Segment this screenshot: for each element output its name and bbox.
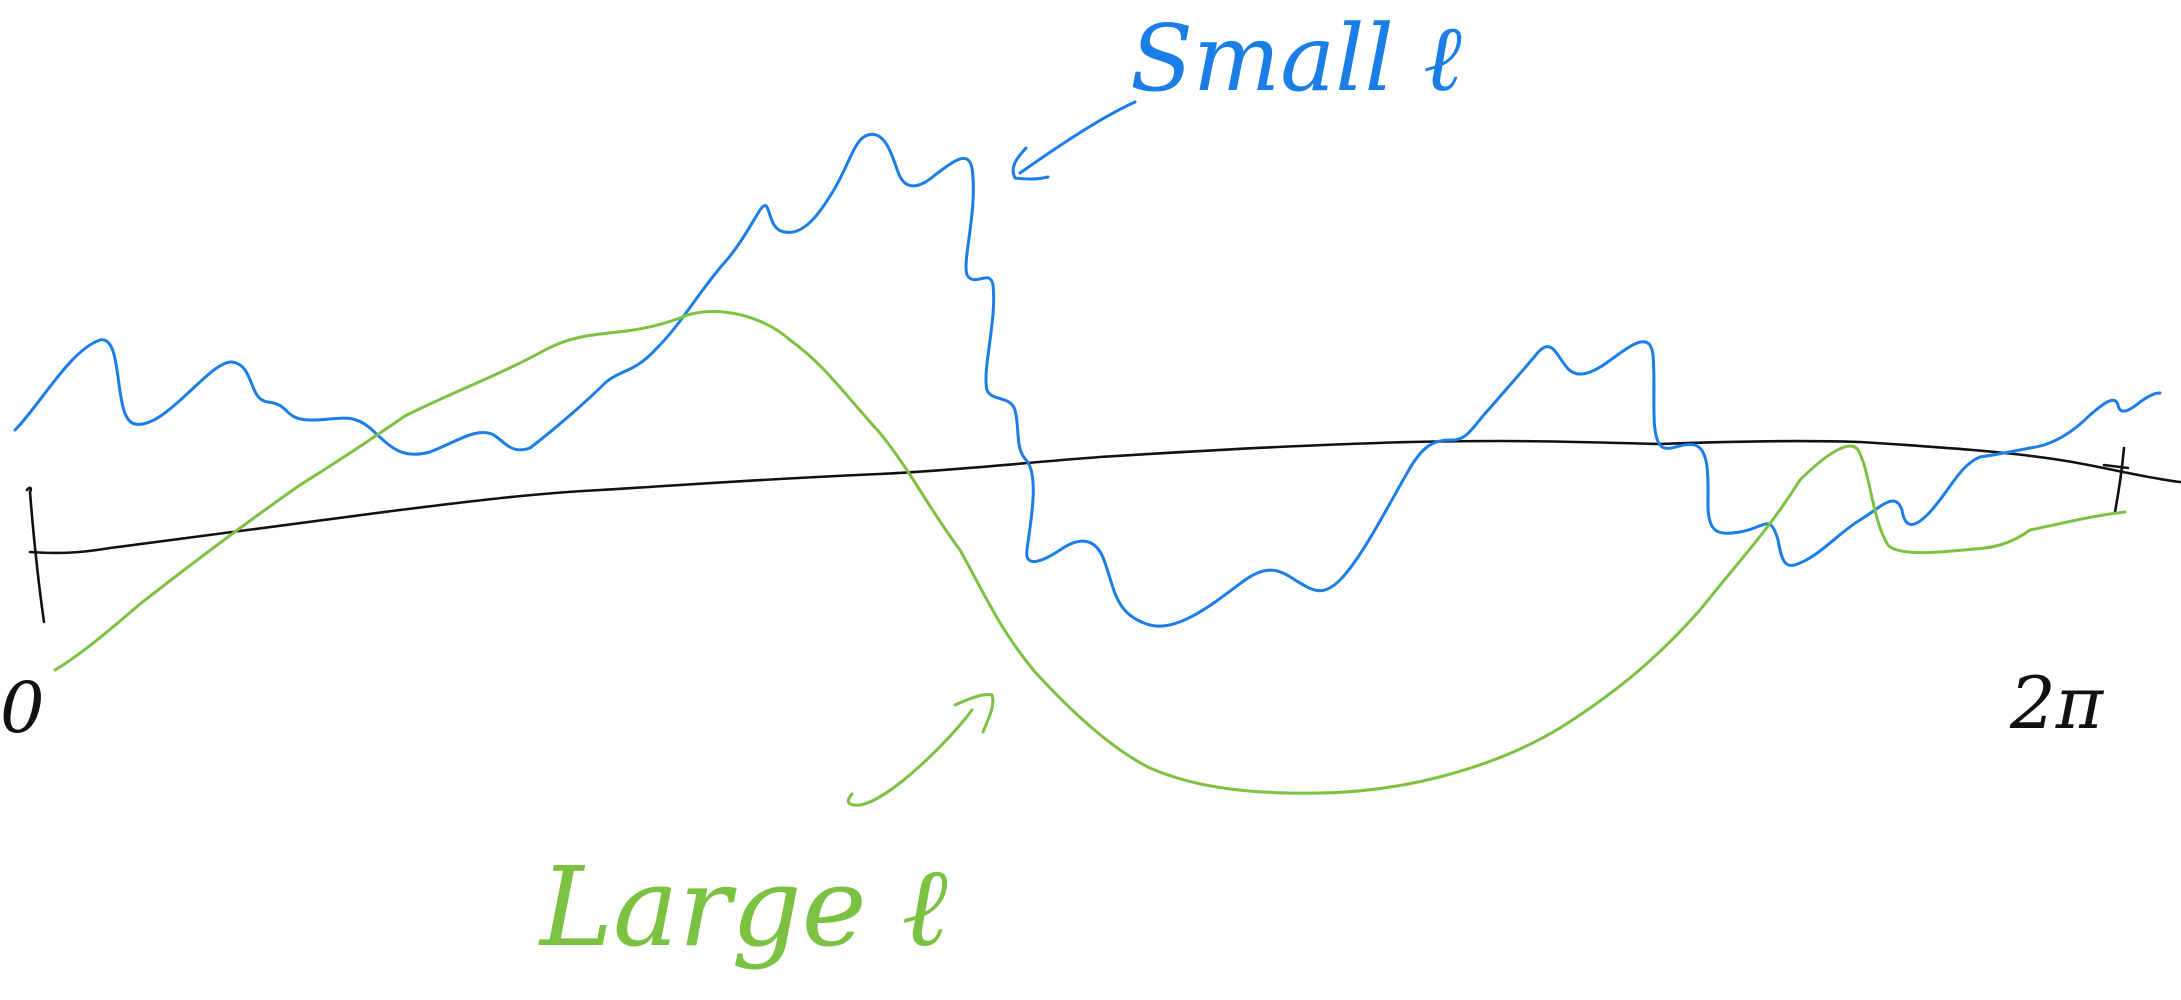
small-ell-label: Small ℓ — [1130, 5, 1462, 112]
large-ell-arrow — [846, 693, 995, 807]
start-label: 0 — [0, 667, 45, 749]
small-ell-arrow — [1011, 100, 1137, 181]
right-tick — [2102, 446, 2130, 514]
left-tick — [25, 486, 46, 624]
large-ell-curve — [53, 309, 2127, 795]
large-ell-label: Large ℓ — [538, 843, 948, 971]
small-ell-curve — [13, 132, 2162, 628]
baseline-curve — [28, 439, 2181, 555]
end-label: 2π — [2009, 661, 2105, 745]
